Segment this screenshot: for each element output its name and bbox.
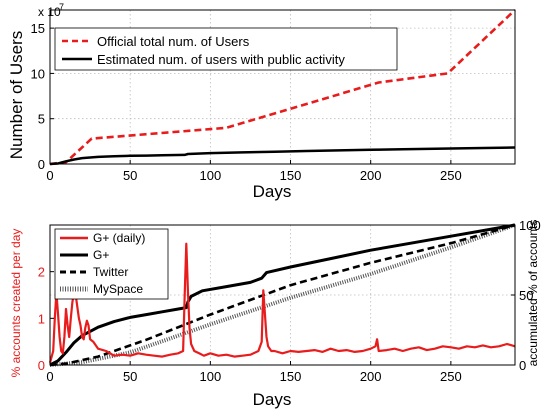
- bottom-left-y-tick-label: 2: [38, 265, 45, 280]
- top-legend-box: [54, 27, 398, 71]
- bottom-left-y-tick-label: 1: [38, 311, 45, 326]
- bottom-legend-label-twitter: Twitter: [93, 265, 128, 279]
- top-x-tick-label: 50: [123, 168, 137, 183]
- bottom-right-y-axis-label: accumulated % of accounts: [526, 220, 540, 367]
- bottom-legend-box: [54, 228, 169, 300]
- bottom-right-y-tick-label: 100: [519, 218, 541, 233]
- bottom-left-y-tick-label: 0: [38, 358, 45, 373]
- top-x-tick-label: 150: [280, 168, 302, 183]
- bottom-x-tick-label: 100: [199, 369, 221, 384]
- bottom-x-tick-label: 200: [360, 369, 382, 384]
- top-y-multiplier: x 10: [38, 5, 61, 19]
- top-x-tick-label: 0: [46, 168, 53, 183]
- top-y-tick-label: 10: [31, 66, 45, 81]
- top-legend: Official total num. of Users Estimated n…: [54, 27, 398, 71]
- top-y-tick-label: 0: [38, 157, 45, 172]
- top-y-axis-label: Number of Users: [7, 31, 26, 159]
- top-y-ticks: 0 5 10 15: [31, 21, 54, 172]
- bottom-right-y-ticks: 0 50 100: [511, 218, 541, 373]
- bottom-x-axis-label: Days: [253, 390, 292, 409]
- bottom-chart: 0 50 100 150 200 250 0 1 2 0 50 100 Days % accoun…: [9, 218, 541, 409]
- top-x-tick-label: 200: [360, 168, 382, 183]
- bottom-left-y-ticks: 0 1 2: [38, 265, 54, 373]
- top-series-estimated-active-line: [49, 146, 516, 166]
- bottom-legend: G+ (daily) G+ Twitter MySpace: [54, 228, 169, 300]
- bottom-legend-label-gplus: G+: [93, 248, 109, 262]
- bottom-left-y-axis-label: % accounts created per day: [9, 229, 23, 378]
- top-y-tick-label: 15: [31, 21, 45, 36]
- bottom-x-tick-label: 0: [46, 369, 53, 384]
- top-x-tick-label: 100: [199, 168, 221, 183]
- top-legend-label-estimated: Estimated num. of users with public acti…: [97, 52, 345, 67]
- top-chart: 0 50 100 150 200 250 0 5 10 15 x 10 7 Days Numbe…: [7, 2, 516, 201]
- top-y-multiplier-exp: 7: [59, 2, 64, 12]
- bottom-x-tick-label: 250: [440, 369, 462, 384]
- bottom-x-tick-label: 150: [280, 369, 302, 384]
- bottom-x-tick-label: 50: [123, 369, 137, 384]
- top-legend-label-official: Official total num. of Users: [97, 34, 250, 49]
- bottom-x-ticks: 0 50 100 150 200 250: [46, 361, 462, 384]
- top-y-tick-label: 5: [38, 112, 45, 127]
- top-x-tick-label: 250: [440, 168, 462, 183]
- bottom-right-y-tick-label: 50: [519, 288, 533, 303]
- bottom-series-twitter-line: [49, 223, 516, 367]
- bottom-legend-label-gplus-daily: G+ (daily): [93, 231, 145, 245]
- bottom-legend-label-myspace: MySpace: [93, 282, 143, 296]
- bottom-right-y-tick-label: 0: [519, 358, 526, 373]
- top-plot-frame: [49, 9, 516, 165]
- top-x-ticks: 0 50 100 150 200 250: [46, 160, 462, 183]
- top-x-axis-label: Days: [253, 182, 292, 201]
- top-series: [49, 9, 516, 166]
